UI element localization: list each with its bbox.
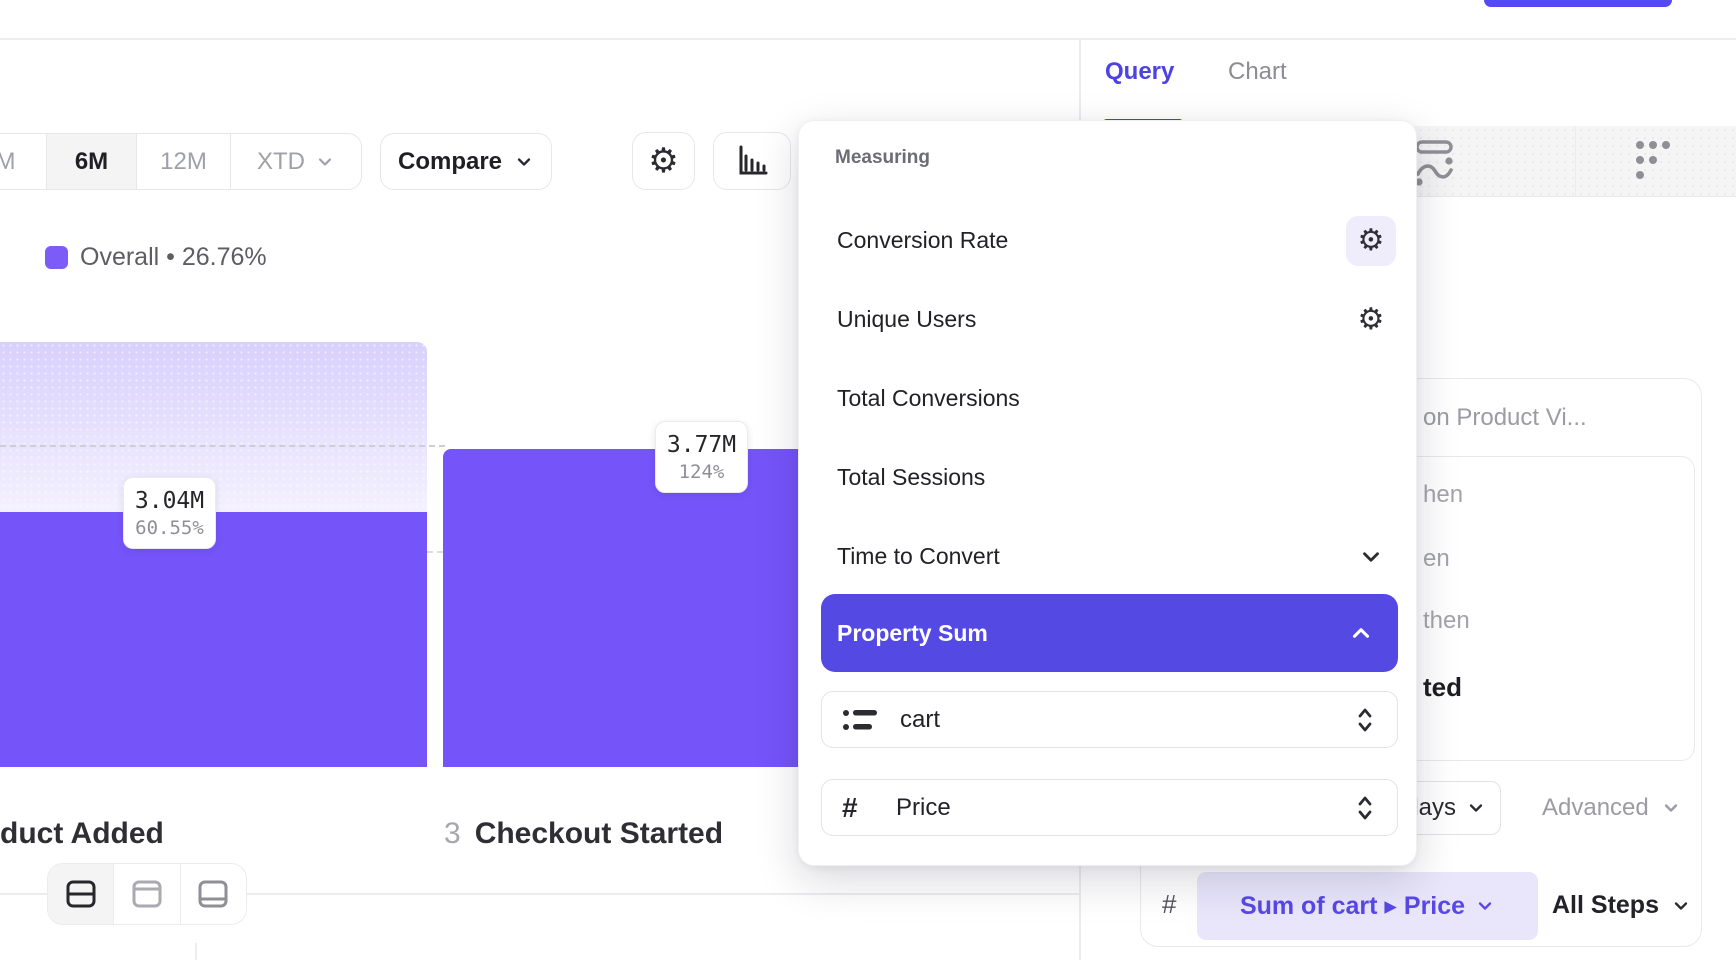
bar-2-value: 3.77M [666,431,737,458]
step-row-1[interactable]: hen [1423,481,1464,508]
menu-item-unique-users[interactable]: Unique Users ⚙ [799,280,1418,359]
step-row-4[interactable]: ted [1423,672,1462,702]
advanced-dropdown[interactable]: Advanced [1542,794,1681,822]
gear-icon: ⚙ [648,141,679,181]
bar-2-pct: 124% [678,460,725,483]
chevron-down-icon [514,152,534,172]
scope-label: All Steps [1552,891,1659,919]
tab-chart[interactable]: Chart [1228,58,1287,85]
layout-toggle-split[interactable] [48,864,115,924]
chart-legend: Overall • 26.76% [45,243,267,272]
funnel-step-2-label: 3 Checkout Started [444,812,723,856]
menu-item-label: Total Conversions [837,385,1020,411]
property-event-selector[interactable]: cart [821,691,1398,748]
top-row-icon [132,880,162,908]
chevron-down-icon [1475,896,1495,916]
time-range-option-6m[interactable]: 6M [47,134,137,189]
primary-action-button[interactable] [1484,0,1672,7]
menu-item-label: Property Sum [837,619,988,646]
property-name-value: Price [896,793,951,821]
tab-query[interactable]: Query [1105,58,1175,85]
step-number: 3 [444,817,461,850]
menu-item-label: Conversion Rate [837,227,1009,253]
time-range-option-12m[interactable]: 12M [137,134,231,189]
conversion-window-label: lays [1413,794,1456,821]
hash-icon: # [842,791,858,823]
metric-settings[interactable]: ⚙ [1346,295,1396,345]
split-rows-icon [66,880,96,908]
compare-label: Compare [397,147,503,175]
toolbar-cell-divider [1574,126,1576,197]
chart-settings-button[interactable]: ⚙ [632,132,695,190]
time-range-option-xtd-label: XTD [257,147,305,175]
time-range-segmented-control: M 6M 12M XTD [0,133,362,190]
list-icon [842,707,878,733]
chevron-down-icon [1671,896,1691,916]
menu-item-total-conversions[interactable]: Total Conversions [799,359,1418,438]
metric-settings-highlight[interactable]: ⚙ [1346,215,1396,266]
menu-item-time-to-convert[interactable]: Time to Convert [799,517,1418,596]
chevron-up-icon [1348,620,1374,646]
topbar-divider [0,38,1736,40]
step-row-2[interactable]: en [1423,545,1450,572]
gear-icon: ⚙ [1357,301,1385,337]
table-layout-toggle-group [47,863,247,925]
metric-type-hash: # [1162,889,1177,919]
advanced-label: Advanced [1542,794,1649,821]
updown-stepper-icon [1353,705,1377,735]
bar-chart-icon [733,143,771,179]
step-row-3[interactable]: then [1423,607,1470,634]
table-column-tick [195,943,197,960]
menu-item-conversion-rate[interactable]: Conversion Rate ⚙ [799,201,1418,280]
funnel-step-1-label: duct Added [0,817,164,850]
dots-grid-icon [1635,141,1670,179]
more-options-button[interactable] [1634,139,1678,188]
scope-dropdown[interactable]: All Steps [1552,891,1691,920]
menu-item-total-sessions[interactable]: Total Sessions [799,438,1418,517]
funnel-bar-2-value-label: 3.77M 124% [655,421,748,493]
property-event-value: cart [900,705,941,733]
chevron-down-icon [1466,798,1486,818]
chart-footer-divider [0,893,1079,895]
chevron-down-icon [315,152,335,172]
chart-type-button[interactable] [713,132,791,190]
menu-item-label: Unique Users [837,306,977,332]
funnel-bar-1-value-label: 3.04M 60.55% [123,477,216,549]
flow-steps-button[interactable] [1411,138,1457,191]
popover-menu: Conversion Rate ⚙ Unique Users ⚙ Total C… [799,201,1418,596]
chevron-down-icon [1358,544,1384,570]
funnel-bar-1[interactable] [0,512,427,767]
time-range-option-m[interactable]: M [0,134,47,189]
property-name-selector[interactable]: # Price [821,779,1398,836]
layout-toggle-bottom[interactable] [181,864,246,924]
funnel-reference-dashed-line [0,445,445,447]
menu-item-label: Total Sessions [837,464,986,490]
metric-property-chip[interactable]: Sum of cart ▸ Price [1197,872,1538,940]
chevron-down-icon [1661,798,1681,818]
menu-item-label: Time to Convert [837,543,1000,569]
query-card-title: on Product Vi... [1423,404,1587,431]
funnel-gap-dash [427,551,443,553]
popover-title: Measuring [835,147,931,168]
menu-item-property-sum-selected[interactable]: Property Sum [821,594,1398,672]
bar-1-value: 3.04M [134,487,205,514]
time-range-option-xtd[interactable]: XTD [231,134,361,189]
bar-1-pct: 60.55% [135,516,204,539]
updown-stepper-icon [1353,793,1377,823]
bottom-row-icon [198,880,228,908]
flow-squiggle-icon [1414,140,1453,186]
step-name: Checkout Started [474,817,724,850]
legend-label: Overall • 26.76% [80,243,267,271]
measuring-popover: Measuring Conversion Rate ⚙ Unique Users… [798,120,1417,866]
gear-icon: ⚙ [1357,222,1385,258]
legend-swatch [45,246,68,269]
compare-button[interactable]: Compare [380,133,552,190]
layout-toggle-top[interactable] [114,864,181,924]
metric-property-label: Sum of cart ▸ Price [1239,892,1466,920]
